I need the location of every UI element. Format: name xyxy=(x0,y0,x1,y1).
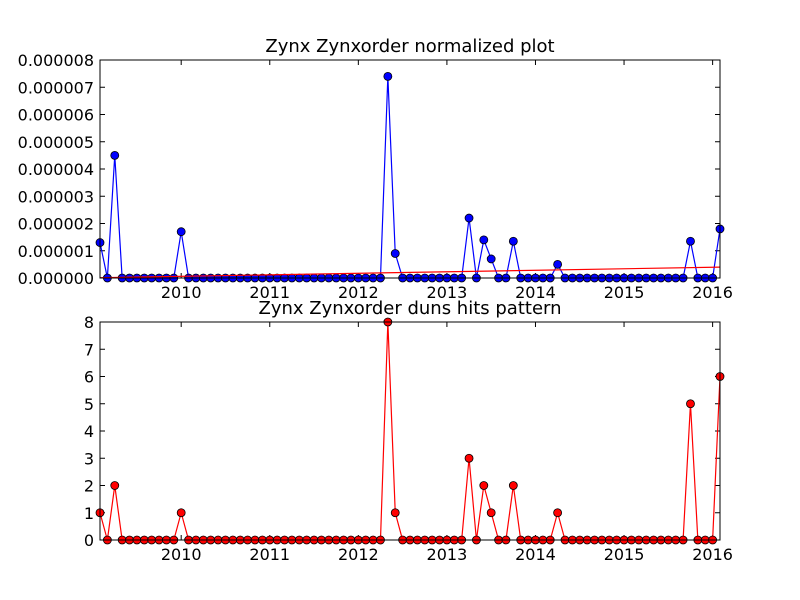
y-tick-label: 8 xyxy=(84,313,94,332)
y-tick-label: 5 xyxy=(84,395,94,414)
x-tick-label: 2016 xyxy=(692,545,733,564)
y-tick-label: 0.000005 xyxy=(18,133,94,152)
y-tick-label: 0.000006 xyxy=(18,106,94,125)
data-point xyxy=(479,235,489,245)
x-tick-label: 2011 xyxy=(249,283,290,302)
y-tick-label: 0.000000 xyxy=(18,269,94,288)
x-tick-label: 2015 xyxy=(604,283,645,302)
x-tick-label: 2013 xyxy=(427,283,468,302)
x-tick-label: 2010 xyxy=(161,545,202,564)
data-point xyxy=(390,508,400,518)
y-tick-label: 0.000004 xyxy=(18,160,94,179)
data-point xyxy=(390,249,400,258)
series-trend-line xyxy=(99,266,721,279)
data-point xyxy=(508,481,518,490)
data-point xyxy=(553,508,563,518)
data-point xyxy=(176,508,186,518)
data-point xyxy=(479,481,489,490)
y-tick-label: 7 xyxy=(84,340,94,359)
x-tick-label: 2014 xyxy=(515,545,556,564)
data-point xyxy=(464,213,474,223)
data-point xyxy=(508,236,518,246)
x-tick-label: 2010 xyxy=(161,283,202,302)
x-tick-label: 2011 xyxy=(249,545,290,564)
y-tick-label: 6 xyxy=(84,368,94,387)
data-point xyxy=(176,227,186,237)
y-tick-label: 0.000003 xyxy=(18,187,94,206)
data-point xyxy=(553,259,563,269)
x-tick-label: 2016 xyxy=(692,283,733,302)
data-point xyxy=(486,254,496,264)
chart-normalized-plot: Zynx Zynxorder normalized plot 0.000000 0.… xyxy=(18,36,733,302)
data-point xyxy=(110,150,120,160)
y-tick-label: 0 xyxy=(84,531,94,550)
y-tick-label: 2 xyxy=(84,477,94,496)
y-tick-label: 0.000002 xyxy=(18,215,94,234)
plot-frame xyxy=(99,59,721,279)
y-tick-label: 0.000007 xyxy=(18,78,94,97)
x-tick-label: 2012 xyxy=(338,545,379,564)
chart-title: Zynx Zynxorder duns hits pattern xyxy=(258,298,561,319)
chart-duns-hits-pattern: Zynx Zynxorder duns hits pattern 0 1 2 3 4 5 6 7… xyxy=(84,298,733,564)
data-point xyxy=(486,508,496,518)
plot-frame xyxy=(99,321,721,541)
chart-title: Zynx Zynxorder normalized plot xyxy=(265,36,554,57)
y-tick-label: 1 xyxy=(84,504,94,523)
x-tick-label: 2012 xyxy=(338,283,379,302)
data-point xyxy=(383,71,393,81)
x-tick-label: 2013 xyxy=(427,545,468,564)
data-point xyxy=(464,453,474,463)
y-tick-label: 3 xyxy=(84,449,94,468)
data-point xyxy=(686,399,695,409)
data-point xyxy=(686,236,695,246)
x-tick-label: 2014 xyxy=(515,283,556,302)
y-tick-label: 0.000008 xyxy=(18,51,94,70)
y-tick-label: 0.000001 xyxy=(18,242,94,261)
x-tick-label: 2015 xyxy=(604,545,645,564)
y-tick-label: 4 xyxy=(84,422,94,441)
data-point xyxy=(110,481,120,490)
